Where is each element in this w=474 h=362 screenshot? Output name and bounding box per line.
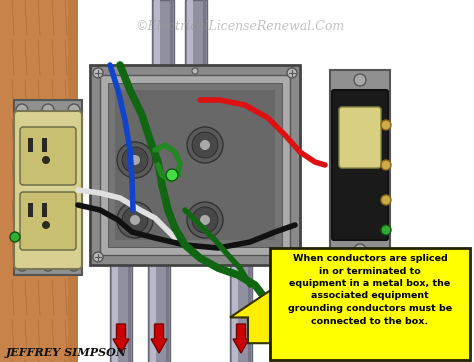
Circle shape bbox=[42, 156, 50, 164]
Bar bbox=[248, 250, 251, 362]
Bar bbox=[187, 0, 193, 80]
Circle shape bbox=[381, 120, 391, 130]
Circle shape bbox=[117, 142, 153, 178]
Circle shape bbox=[192, 132, 218, 158]
Circle shape bbox=[93, 252, 103, 262]
Circle shape bbox=[122, 207, 148, 233]
Bar bbox=[0, 0, 78, 362]
Bar bbox=[100, 75, 290, 255]
Circle shape bbox=[287, 68, 297, 78]
Text: When conductors are spliced
in or terminated to
equipment in a metal box, the
as: When conductors are spliced in or termin… bbox=[288, 254, 452, 325]
Circle shape bbox=[192, 68, 198, 74]
Bar bbox=[42, 138, 47, 152]
FancyBboxPatch shape bbox=[332, 90, 388, 240]
Bar bbox=[203, 0, 206, 80]
Bar bbox=[270, 248, 470, 360]
FancyBboxPatch shape bbox=[14, 111, 82, 269]
Bar bbox=[28, 203, 33, 217]
Circle shape bbox=[354, 244, 366, 256]
Text: ©ElectricalLicenseRenewal.Com: ©ElectricalLicenseRenewal.Com bbox=[136, 20, 345, 33]
Circle shape bbox=[287, 252, 297, 262]
Bar bbox=[14, 100, 82, 275]
Bar bbox=[330, 70, 390, 260]
Circle shape bbox=[187, 202, 223, 238]
Bar bbox=[90, 65, 300, 265]
Bar bbox=[152, 0, 174, 80]
Bar bbox=[108, 83, 282, 247]
Bar bbox=[232, 250, 238, 362]
FancyArrow shape bbox=[233, 324, 249, 353]
Bar bbox=[42, 203, 47, 217]
Circle shape bbox=[68, 259, 80, 271]
Text: JEFFREY SIMPSON: JEFFREY SIMPSON bbox=[6, 347, 127, 358]
Circle shape bbox=[122, 147, 148, 173]
Bar bbox=[128, 250, 131, 362]
Circle shape bbox=[10, 232, 20, 242]
Polygon shape bbox=[230, 291, 270, 343]
Circle shape bbox=[130, 215, 140, 225]
Circle shape bbox=[42, 259, 54, 271]
Circle shape bbox=[381, 160, 391, 170]
Bar bbox=[115, 90, 275, 240]
Circle shape bbox=[93, 68, 103, 78]
Bar bbox=[185, 0, 207, 80]
Bar bbox=[150, 250, 156, 362]
Circle shape bbox=[200, 215, 210, 225]
Circle shape bbox=[16, 259, 28, 271]
Circle shape bbox=[130, 155, 140, 165]
Bar bbox=[112, 250, 118, 362]
Circle shape bbox=[200, 140, 210, 150]
Circle shape bbox=[42, 221, 50, 229]
Bar bbox=[28, 138, 33, 152]
Circle shape bbox=[187, 127, 223, 163]
Circle shape bbox=[381, 195, 391, 205]
FancyBboxPatch shape bbox=[20, 127, 76, 185]
Circle shape bbox=[16, 104, 28, 116]
FancyArrow shape bbox=[113, 324, 129, 353]
FancyBboxPatch shape bbox=[20, 192, 76, 250]
FancyBboxPatch shape bbox=[339, 107, 381, 168]
Circle shape bbox=[354, 74, 366, 86]
Circle shape bbox=[42, 104, 54, 116]
Circle shape bbox=[381, 225, 391, 235]
Bar bbox=[68, 0, 78, 362]
Bar bbox=[110, 250, 132, 362]
FancyArrow shape bbox=[151, 324, 167, 353]
Bar bbox=[148, 250, 170, 362]
Circle shape bbox=[117, 202, 153, 238]
Circle shape bbox=[68, 104, 80, 116]
Bar bbox=[170, 0, 173, 80]
Bar bbox=[166, 250, 169, 362]
Bar bbox=[154, 0, 160, 80]
Circle shape bbox=[192, 207, 218, 233]
Bar bbox=[230, 250, 252, 362]
Circle shape bbox=[166, 169, 178, 181]
